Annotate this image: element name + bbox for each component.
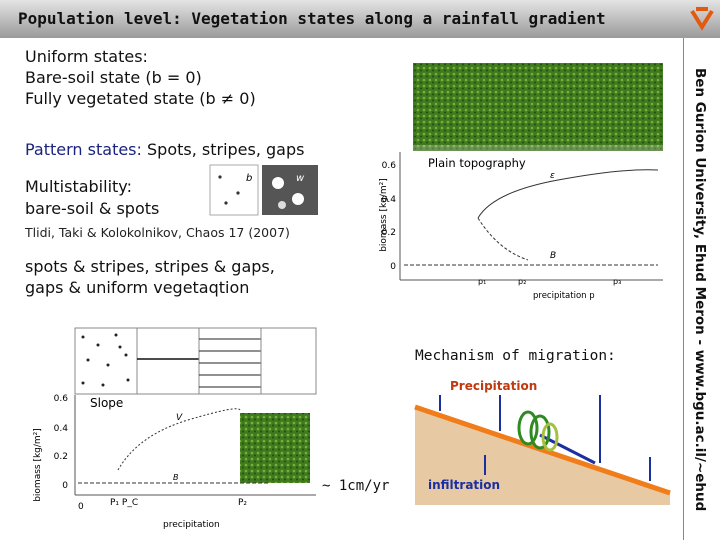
pattern-label: Pattern states: [25, 140, 142, 159]
figure-title: Slope [90, 396, 123, 410]
inset-label: w [296, 173, 305, 184]
multistability-heading: Multistability: [25, 177, 132, 196]
inset-label: b [246, 173, 252, 184]
side-text: Ben Gurion University, Ehud Meron - www.… [692, 68, 708, 512]
uniform-heading: Uniform states: [25, 47, 148, 66]
y-tick-label: 0.2 [382, 228, 396, 238]
logo [690, 7, 714, 31]
x-label: precipitation p [533, 291, 595, 301]
y-tick-label: 0.4 [54, 424, 69, 434]
curve-label: B [173, 473, 179, 482]
x-tick-label: p₃ [613, 277, 621, 286]
migration-diagram [414, 395, 671, 505]
x-tick-label: P₂ [238, 498, 247, 508]
uniform-line: Fully vegetated state (b ≠ 0) [25, 89, 256, 108]
y-tick-label: 0.6 [54, 394, 69, 404]
multistability-text: bare-soil & spots [25, 199, 160, 218]
migration-rate: ~ 1cm/yr [322, 478, 390, 494]
pattern-text: Spots, stripes, gaps [147, 140, 305, 159]
y-label: biomass [kg/m²] [379, 178, 389, 252]
y-tick-label: 0 [390, 262, 396, 272]
precipitation-label: Precipitation [450, 379, 538, 393]
migration-title: Mechanism of migration: [415, 348, 616, 364]
y-tick-label: 0.6 [382, 161, 397, 171]
x-tick-label: p₂ [518, 277, 526, 286]
x-tick-label: p₁ [478, 277, 486, 286]
curve-label: V [176, 413, 183, 423]
x-tick-label: 0 [78, 502, 84, 512]
combination-line: spots & stripes, stripes & gaps, [25, 257, 275, 276]
slide-title: Population level: Vegetation states alon… [18, 9, 606, 28]
vegetation-image [413, 63, 663, 151]
y-label: biomass [kg/m²] [33, 428, 43, 502]
infiltration-label: infiltration [428, 478, 501, 492]
side-bar: Ben Gurion University, Ehud Meron - www.… [683, 38, 720, 540]
x-label: precipitation [163, 520, 220, 530]
spots-inset: b w [209, 164, 318, 216]
y-tick-label: 0.4 [382, 195, 397, 205]
y-tick-label: 0.2 [54, 452, 68, 462]
x-tick-label: P₁ P_C [110, 498, 138, 508]
plain-figure: Plain topography biomass [kg/m²] 0.6 0.4… [379, 63, 663, 301]
uniform-line: Bare-soil state (b = 0) [25, 68, 202, 87]
figure-title: Plain topography [428, 156, 526, 170]
slope-figure: Slope biomass [kg/m²] 0.6 0.4 0.2 0 V B … [33, 327, 317, 530]
pattern-states: Pattern states: Spots, stripes, gaps [25, 139, 304, 160]
header-bar: Population level: Vegetation states alon… [0, 0, 720, 38]
combination-line: gaps & uniform vegetaqtion [25, 278, 250, 297]
citation: Tlidi, Taki & Kolokolnikov, Chaos 17 (20… [25, 225, 290, 240]
curve-label: ε [550, 171, 555, 181]
y-tick-label: 0 [62, 481, 68, 491]
curve-label: B [550, 251, 556, 261]
